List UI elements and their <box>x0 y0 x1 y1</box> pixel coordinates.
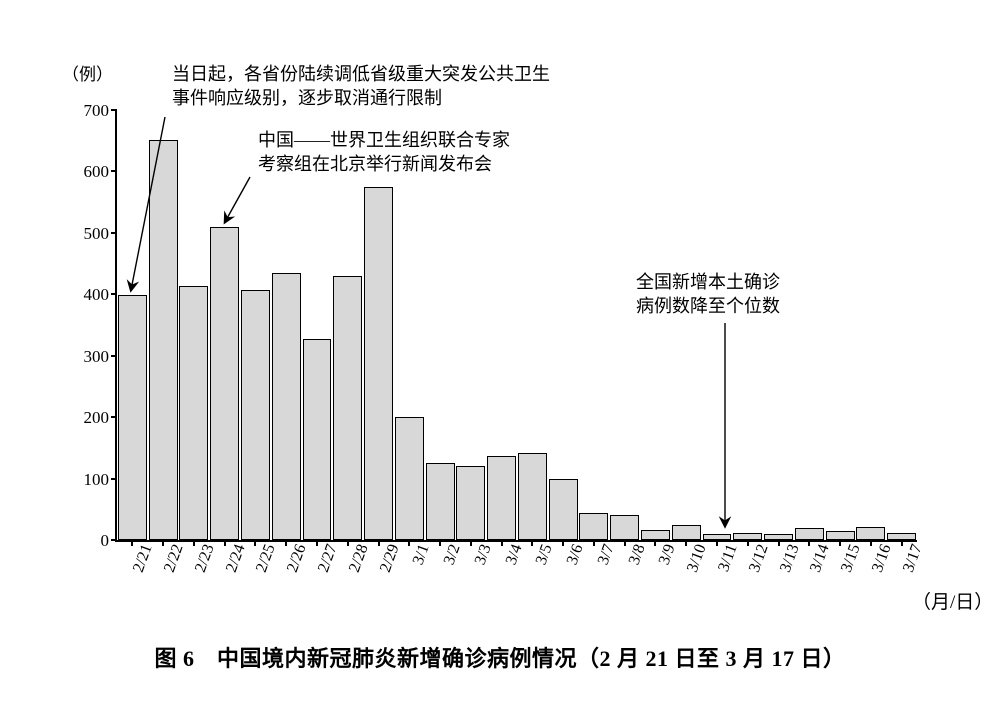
xtick-label: 2/24 <box>217 540 249 575</box>
xtick-label: 2/21 <box>125 540 157 575</box>
ytick-label: 700 <box>84 101 118 121</box>
bar <box>149 140 178 540</box>
ytick-label: 100 <box>84 470 118 490</box>
bar <box>610 515 639 540</box>
bar <box>795 528 824 540</box>
x-axis-unit: （月/日） <box>912 587 993 614</box>
xtick-label: 3/5 <box>527 540 557 567</box>
xtick-label: 3/9 <box>650 540 680 567</box>
bar <box>241 290 270 540</box>
figure: （例） 当日起，各省份陆续调低省级重大突发公共卫生 事件响应级别，逐步取消通行限… <box>0 0 1000 701</box>
bar <box>887 533 916 540</box>
y-axis-unit: （例） <box>62 60 113 85</box>
annotation-1: 当日起，各省份陆续调低省级重大突发公共卫生 事件响应级别，逐步取消通行限制 <box>172 62 550 111</box>
bar <box>272 273 301 540</box>
xtick-label: 3/10 <box>678 540 710 575</box>
xtick-label: 3/17 <box>894 540 926 575</box>
bar <box>856 527 885 541</box>
xtick-label: 3/7 <box>589 540 619 567</box>
xtick-label: 3/3 <box>466 540 496 567</box>
bar <box>549 479 578 540</box>
bar <box>579 513 608 540</box>
bar <box>210 227 239 540</box>
xtick-label: 2/28 <box>340 540 372 575</box>
ytick-label: 200 <box>84 408 118 428</box>
bar <box>733 533 762 540</box>
bar <box>364 187 393 540</box>
bar <box>426 463 455 540</box>
xtick-label: 3/1 <box>404 540 434 567</box>
xtick-label: 2/26 <box>278 540 310 575</box>
ytick-label: 600 <box>84 162 118 182</box>
bar <box>518 453 547 540</box>
xtick-label: 2/23 <box>186 540 218 575</box>
bar <box>826 531 855 540</box>
xtick-label: 3/13 <box>771 540 803 575</box>
xtick-label: 2/29 <box>371 540 403 575</box>
ytick-label: 400 <box>84 285 118 305</box>
ytick-label: 0 <box>101 531 118 551</box>
bar <box>179 286 208 540</box>
bar <box>456 466 485 540</box>
bar <box>395 417 424 540</box>
ytick-label: 500 <box>84 224 118 244</box>
bar <box>487 456 516 540</box>
xtick-label: 3/14 <box>802 540 834 575</box>
xtick-label: 3/6 <box>558 540 588 567</box>
bar <box>672 525 701 540</box>
xtick-label: 3/12 <box>740 540 772 575</box>
xtick-label: 3/16 <box>863 540 895 575</box>
xtick-label: 3/15 <box>832 540 864 575</box>
xtick-label: 2/27 <box>309 540 341 575</box>
xtick-label: 3/2 <box>435 540 465 567</box>
plot-area: 01002003004005006007002/212/222/232/242/… <box>115 110 917 542</box>
xtick-label: 2/22 <box>155 540 187 575</box>
ytick-label: 300 <box>84 347 118 367</box>
bar <box>118 295 147 540</box>
figure-caption: 图 6 中国境内新冠肺炎新增确诊病例情况（2 月 21 日至 3 月 17 日） <box>0 641 1000 673</box>
bar <box>303 339 332 540</box>
bar <box>641 530 670 540</box>
xtick-label: 2/25 <box>248 540 280 575</box>
bar <box>333 276 362 540</box>
xtick-label: 3/11 <box>709 540 741 574</box>
